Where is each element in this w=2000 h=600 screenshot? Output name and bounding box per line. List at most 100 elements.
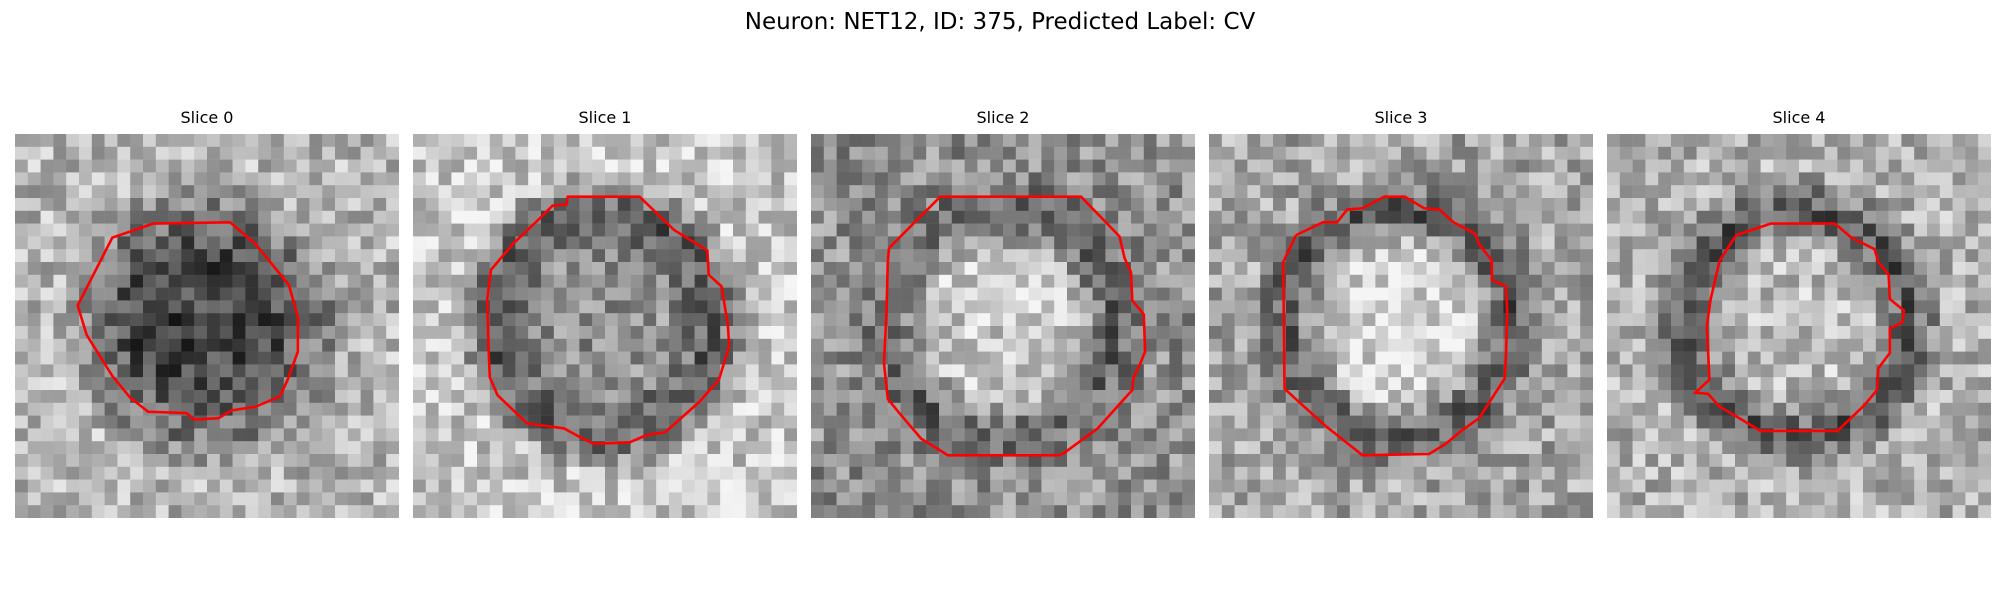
pixel (413, 236, 427, 250)
pixel (489, 274, 503, 288)
pixel (1978, 198, 1991, 212)
pixel (1632, 313, 1646, 327)
pixel (258, 313, 272, 327)
pixel (27, 262, 41, 276)
pixel (926, 223, 940, 237)
pixel (1965, 198, 1979, 212)
pixel (1683, 364, 1697, 378)
pixel (451, 492, 465, 506)
pixel (1875, 249, 1889, 263)
pixel (1413, 402, 1427, 416)
pixel (335, 492, 349, 506)
pixel (1156, 338, 1170, 352)
pixel (335, 223, 349, 237)
pixel (1465, 338, 1479, 352)
pixel (1349, 287, 1363, 301)
pixel (1490, 146, 1504, 160)
pixel (681, 390, 695, 404)
pixel (1388, 172, 1402, 186)
pixel (413, 274, 427, 288)
pixel (990, 146, 1004, 160)
pixel (1337, 390, 1351, 404)
pixel (1901, 377, 1915, 391)
pixel (1799, 338, 1813, 352)
pixel (1541, 223, 1555, 237)
pixel (1760, 198, 1774, 212)
pixel (66, 274, 80, 288)
pixel (1760, 287, 1774, 301)
pixel (1054, 172, 1068, 186)
pixel (1285, 198, 1299, 212)
pixel (1234, 338, 1248, 352)
pixel (784, 134, 797, 148)
pixel (1914, 274, 1928, 288)
pixel (1375, 415, 1389, 429)
pixel (1927, 300, 1941, 314)
pixel (1015, 134, 1029, 148)
pixel (373, 172, 387, 186)
pixel (1875, 351, 1889, 365)
pixel (1490, 287, 1504, 301)
pixel (1169, 198, 1183, 212)
pixel (296, 479, 310, 493)
pixel (1015, 377, 1029, 391)
pixel (1401, 287, 1415, 301)
pixel (745, 390, 759, 404)
pixel (1747, 479, 1761, 493)
pixel (566, 364, 580, 378)
pixel (413, 313, 427, 327)
pixel (1477, 390, 1491, 404)
pixel (489, 146, 503, 160)
pixel (1632, 326, 1646, 340)
pixel (283, 428, 297, 442)
pixel (1452, 351, 1466, 365)
pixel (758, 492, 772, 506)
pixel (117, 159, 131, 173)
pixel (913, 479, 927, 493)
pixel (1554, 134, 1568, 148)
pixel (1285, 351, 1299, 365)
pixel (1607, 210, 1621, 224)
pixel (964, 300, 978, 314)
pixel (155, 454, 169, 468)
pixel (451, 326, 465, 340)
pixel (477, 390, 491, 404)
pixel (605, 364, 619, 378)
pixel (1362, 505, 1376, 518)
pixel (1477, 428, 1491, 442)
pixel (1939, 223, 1953, 237)
pixel (451, 313, 465, 327)
pixel (79, 172, 93, 186)
pixel (579, 223, 593, 237)
pixel (1914, 287, 1928, 301)
pixel (1850, 146, 1864, 160)
pixel (964, 223, 978, 237)
pixel (155, 249, 169, 263)
pixel (1529, 287, 1543, 301)
pixel (194, 274, 208, 288)
pixel (566, 313, 580, 327)
pixel (502, 466, 516, 480)
pixel (194, 146, 208, 160)
pixel (951, 287, 965, 301)
pixel (1850, 377, 1864, 391)
pixel (528, 377, 542, 391)
pixel (502, 159, 516, 173)
pixel (1375, 146, 1389, 160)
pixel (1143, 172, 1157, 186)
pixel (1786, 274, 1800, 288)
pixel (489, 185, 503, 199)
pixel (758, 134, 772, 148)
pixel (1260, 198, 1274, 212)
pixel (926, 338, 940, 352)
pixel (515, 198, 529, 212)
pixel (347, 223, 361, 237)
pixel (1298, 172, 1312, 186)
pixel (862, 313, 876, 327)
pixel (1901, 146, 1915, 160)
pixel (360, 390, 374, 404)
pixel (1901, 223, 1915, 237)
pixel (1696, 300, 1710, 314)
pixel (694, 466, 708, 480)
pixel (130, 454, 144, 468)
